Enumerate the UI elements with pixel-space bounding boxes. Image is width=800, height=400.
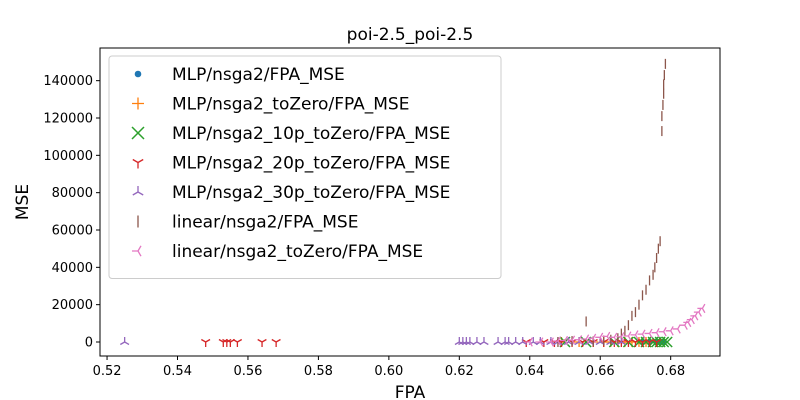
data-point [630, 330, 639, 340]
data-point [651, 338, 662, 347]
data-point [479, 337, 489, 346]
y-tick-label: 40000 [52, 261, 93, 276]
legend-item: linear/nsga2/FPA_MSE [137, 213, 358, 233]
legend-label: MLP/nsga2_20p_toZero/FPA_MSE [172, 154, 450, 174]
legend-label: MLP/nsga2_30p_toZero/FPA_MSE [172, 183, 450, 203]
data-point [511, 337, 521, 346]
x-tick-label: 0.56 [233, 364, 262, 379]
data-point [524, 337, 533, 347]
data-point [493, 337, 503, 346]
legend-marker [132, 186, 144, 196]
legend-item: MLP/nsga2_20p_toZero/FPA_MSE [132, 154, 450, 174]
data-point [644, 328, 653, 339]
data-point [518, 337, 528, 346]
data-point [472, 337, 482, 346]
y-tick-label: 100000 [43, 149, 93, 164]
x-tick-label: 0.68 [656, 364, 685, 379]
data-point [697, 303, 706, 314]
x-tick-label: 0.58 [304, 364, 333, 379]
legend-label: linear/nsga2_toZero/FPA_MSE [172, 242, 423, 262]
data-point [201, 338, 211, 347]
y-axis-ticks: 0 20000 40000 60000 80000 100000 120000 140000 [43, 74, 100, 351]
y-tick-label: 0 [85, 336, 93, 351]
legend-item: MLP/nsga2/FPA_MSE [134, 65, 345, 85]
x-tick-label: 0.54 [163, 364, 192, 379]
data-point [535, 337, 544, 347]
data-point [602, 331, 611, 342]
data-point [665, 326, 674, 336]
legend-item: linear/nsga2_toZero/FPA_MSE [132, 242, 423, 262]
legend-marker [132, 245, 142, 257]
data-point [651, 327, 660, 338]
x-axis-ticks: 0.52 0.54 0.56 0.58 0.60 0.62 0.64 0.66 0.68 [93, 356, 685, 379]
data-point [672, 324, 681, 334]
data-point [661, 336, 673, 348]
legend-marker [131, 126, 145, 140]
data-point [623, 331, 632, 341]
x-tick-label: 0.66 [586, 364, 615, 379]
data-point [257, 338, 267, 347]
data-point [581, 334, 590, 344]
data-point [119, 337, 130, 346]
x-tick-label: 0.64 [515, 364, 544, 379]
legend-item: MLP/nsga2_10p_toZero/FPA_MSE [131, 124, 450, 144]
legend-marker [134, 70, 142, 78]
data-point [574, 335, 583, 345]
legend-item: MLP/nsga2_30p_toZero/FPA_MSE [132, 183, 450, 203]
series-7 [524, 303, 706, 347]
legend-label: MLP/nsga2_10p_toZero/FPA_MSE [172, 124, 450, 144]
y-tick-label: 120000 [43, 112, 93, 127]
legend-item: MLP/nsga2_toZero/FPA_MSE [132, 95, 409, 115]
y-tick-label: 20000 [52, 298, 93, 313]
y-tick-label: 140000 [43, 74, 93, 89]
x-tick-label: 0.52 [93, 364, 122, 379]
x-tick-label: 0.60 [374, 364, 403, 379]
legend-label: MLP/nsga2_toZero/FPA_MSE [172, 95, 409, 115]
legend-frame [108, 55, 502, 279]
legend-label: MLP/nsga2/FPA_MSE [172, 65, 345, 85]
data-point [637, 329, 646, 339]
plot-frame [99, 47, 721, 357]
legend-marker [132, 97, 144, 110]
series-6 [557, 58, 667, 347]
data-point [609, 332, 618, 343]
legend-label: linear/nsga2/FPA_MSE [172, 213, 358, 233]
data-point [545, 337, 554, 347]
y-tick-label: 80000 [52, 186, 93, 201]
chart-title: poi-2.5_poi-2.5 [347, 25, 474, 45]
data-point [232, 338, 243, 347]
x-axis-label: FPA [395, 383, 426, 400]
data-point [552, 336, 562, 346]
data-point [588, 333, 597, 343]
data-point [567, 335, 576, 345]
chart-legend: MLP/nsga2/FPA_MSE MLP/nsga2_toZero/FPA_MS… [108, 55, 502, 279]
legend-marker [132, 158, 144, 169]
data-point [595, 332, 604, 343]
y-axis-label: MSE [13, 184, 33, 220]
x-tick-label: 0.62 [445, 364, 474, 379]
data-point [560, 335, 569, 346]
data-point [658, 336, 670, 348]
y-tick-label: 60000 [52, 224, 93, 239]
data-point [271, 338, 281, 347]
series-5 [119, 337, 627, 346]
data-point [616, 332, 625, 342]
data-point [658, 327, 667, 337]
plot-marks [119, 58, 706, 348]
